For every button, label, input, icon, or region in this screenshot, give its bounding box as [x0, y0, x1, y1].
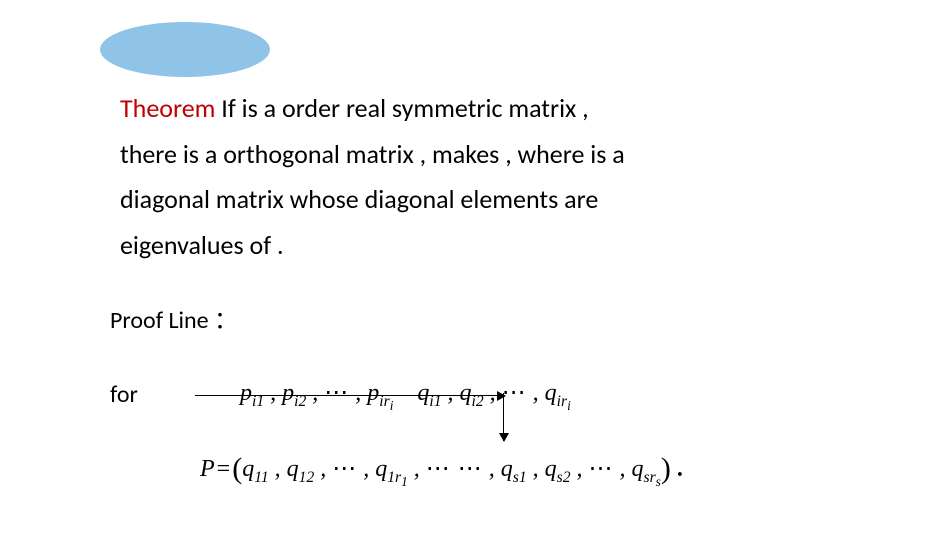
math-line-P: P=(q11 , q12 , ⋯ , q1r1 , ⋯ ⋯ , qs1 , qs…	[200, 450, 683, 490]
theorem-label: Theorem	[120, 92, 215, 124]
for-label: for	[110, 380, 138, 409]
math-line-pq: pi1 , pi2 , ⋯ , piri qi1 , qi2 , ⋯ , qir…	[240, 378, 571, 414]
theorem-line4: eigenvalues of .	[120, 229, 284, 261]
title-bubble	[100, 22, 270, 77]
theorem-line1: If is a order real symmetric matrix ,	[215, 92, 588, 124]
theorem-text: Theorem If is a order real symmetric mat…	[120, 86, 860, 268]
math-P-lhs: P	[200, 456, 215, 482]
slide: Theorem If is a order real symmetric mat…	[0, 0, 950, 535]
math-eq: =	[215, 456, 233, 482]
theorem-line3: diagonal matrix whose diagonal elements …	[120, 183, 598, 215]
math-P-rhs: (q11 , q12 , ⋯ , q1r1 , ⋯ ⋯ , qs1 , qs2 …	[232, 456, 683, 482]
theorem-line2: there is a orthogonal matrix , makes , w…	[120, 138, 625, 170]
math-pq-content: pi1 , pi2 , ⋯ , piri qi1 , qi2 , ⋯ , qir…	[240, 380, 571, 406]
proof-line-label: Proof Line ：	[110, 300, 238, 335]
arrow-q-down	[503, 393, 504, 441]
